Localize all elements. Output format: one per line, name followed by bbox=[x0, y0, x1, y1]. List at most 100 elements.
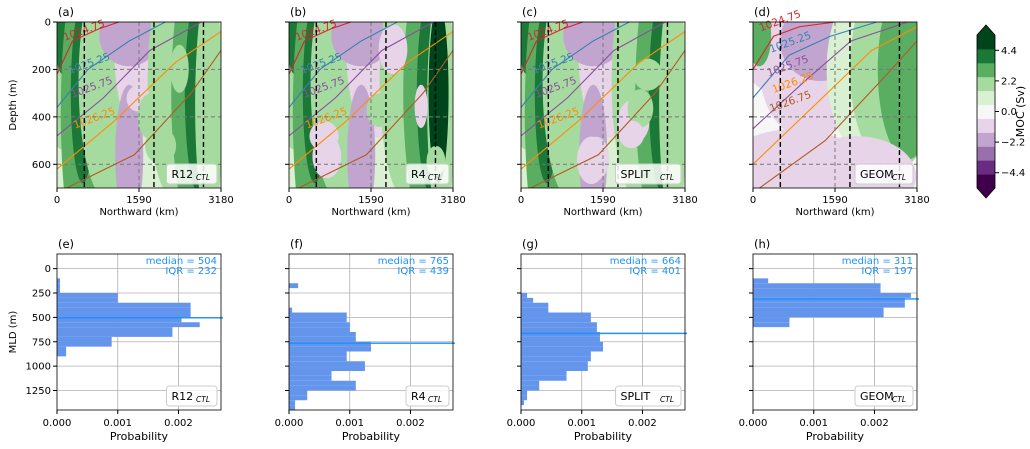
x-tick-label: 0.000 bbox=[275, 418, 304, 429]
y-tick-label: 250 bbox=[32, 289, 51, 300]
colorbar-tick-label: 2.2 bbox=[1001, 76, 1017, 87]
label-box bbox=[405, 385, 450, 407]
x-axis-label: Northward (km) bbox=[331, 207, 410, 218]
histogram-bar bbox=[289, 336, 356, 342]
isopycnal-contour bbox=[521, 31, 685, 170]
experiment-subscript: CTL bbox=[196, 395, 210, 404]
histogram-bar bbox=[521, 371, 567, 376]
histogram-bar bbox=[521, 302, 549, 308]
histogram-bar bbox=[57, 346, 67, 352]
histogram-bar bbox=[753, 307, 884, 313]
colorbar-segment bbox=[977, 118, 995, 133]
colorbar-tick-label: 4.4 bbox=[1001, 46, 1017, 57]
experiment-subscript: CTL bbox=[660, 395, 674, 404]
isopycnal-contour bbox=[57, 22, 120, 75]
x-tick-label: 1590 bbox=[822, 195, 847, 206]
experiment-label: R12 CTL bbox=[166, 385, 218, 407]
histogram-bar bbox=[289, 385, 356, 391]
panel-label: (h) bbox=[754, 237, 770, 251]
histogram-bar bbox=[521, 322, 597, 328]
isopycnal-contour bbox=[753, 26, 917, 165]
iqr-text: IQR = 439 bbox=[397, 266, 449, 277]
x-tick-label: 0.000 bbox=[507, 418, 536, 429]
colorbar-segment bbox=[977, 146, 995, 161]
experiment-name: R4 bbox=[411, 168, 426, 181]
histogram-bar bbox=[57, 332, 173, 337]
colorbar-segment bbox=[977, 104, 995, 119]
histogram-bar bbox=[753, 297, 905, 303]
y-tick-label: 500 bbox=[32, 313, 51, 324]
isopycnal-contour bbox=[521, 22, 630, 108]
experiment-label: R4 CTL bbox=[405, 163, 450, 185]
isopycnal-contour bbox=[289, 31, 453, 170]
x-tick-label: 0.001 bbox=[799, 418, 828, 429]
histogram-bar bbox=[753, 278, 769, 284]
panel-label: (a) bbox=[58, 5, 74, 19]
histogram-bar bbox=[521, 346, 603, 352]
histogram-bar bbox=[57, 288, 61, 293]
histogram-bar bbox=[521, 336, 600, 342]
experiment-subscript: CTL bbox=[660, 173, 674, 182]
x-axis-label: Northward (km) bbox=[99, 207, 178, 218]
x-tick-label: 0.002 bbox=[396, 418, 425, 429]
moc-positive-cell bbox=[753, 22, 772, 67]
x-axis-label: Northward (km) bbox=[563, 207, 642, 218]
moc-small-cell bbox=[137, 93, 163, 139]
colorbar-label: MOC (Sv) bbox=[1014, 86, 1027, 137]
histogram-bar bbox=[57, 312, 191, 318]
histogram-bar bbox=[57, 336, 112, 342]
colorbar-frame bbox=[976, 24, 996, 199]
x-axis-label: Probability bbox=[806, 430, 865, 443]
isopycnal-contour bbox=[529, 50, 685, 188]
y-tick-label: 200 bbox=[32, 65, 51, 76]
histogram-bar bbox=[521, 317, 591, 323]
histogram-bar bbox=[289, 322, 350, 328]
experiment-label: R4 CTL bbox=[405, 385, 450, 407]
x-tick-label: 3180 bbox=[440, 195, 465, 206]
histogram-bar bbox=[289, 307, 293, 313]
moc-small-cell bbox=[633, 58, 663, 91]
histogram-bar bbox=[57, 317, 182, 323]
experiment-label: SPLIT CTL bbox=[615, 163, 682, 185]
experiment-name: GEOM bbox=[860, 168, 894, 181]
isopycnal-contour bbox=[289, 22, 352, 75]
histogram-bar bbox=[289, 380, 356, 386]
moc-positive-cell bbox=[195, 22, 221, 188]
y-tick-label: 600 bbox=[32, 160, 51, 171]
panel-label: (g) bbox=[522, 237, 538, 251]
isopycnal-contour bbox=[521, 22, 584, 75]
colorbar: 4.4 2.2 0.0 −2.2 −4.4 MOC (Sv) bbox=[976, 24, 1027, 199]
experiment-name: R4 bbox=[411, 390, 426, 403]
histogram-bar bbox=[753, 302, 905, 308]
label-box bbox=[166, 163, 218, 185]
histogram-bar bbox=[289, 341, 371, 347]
histogram-bar bbox=[753, 293, 911, 298]
histogram-bar bbox=[57, 278, 61, 284]
median-text: median = 765 bbox=[378, 256, 449, 267]
colorbar-segment bbox=[977, 62, 995, 78]
experiment-name: R12 bbox=[172, 390, 194, 403]
moc-small-cell bbox=[618, 120, 645, 149]
colorbar-tick-label: −4.4 bbox=[1001, 168, 1025, 179]
histogram-bar bbox=[289, 317, 347, 323]
colorbar-extend-bottom bbox=[977, 188, 995, 198]
label-box bbox=[615, 163, 682, 185]
colorbar-segment bbox=[977, 76, 995, 92]
isopycnal-contour bbox=[758, 40, 917, 188]
x-tick-label: 1590 bbox=[590, 195, 615, 206]
histogram-bar bbox=[57, 327, 173, 332]
colorbar-tick-label: 0.0 bbox=[1001, 107, 1017, 118]
histogram-bar bbox=[57, 351, 67, 357]
histogram-bar bbox=[521, 366, 588, 371]
iqr-text: IQR = 232 bbox=[165, 266, 217, 277]
histogram-bar bbox=[289, 405, 296, 410]
colorbar-tick-label: −2.2 bbox=[1001, 138, 1025, 149]
colorbar-segment bbox=[977, 48, 995, 64]
y-tick-label: 400 bbox=[32, 112, 51, 123]
